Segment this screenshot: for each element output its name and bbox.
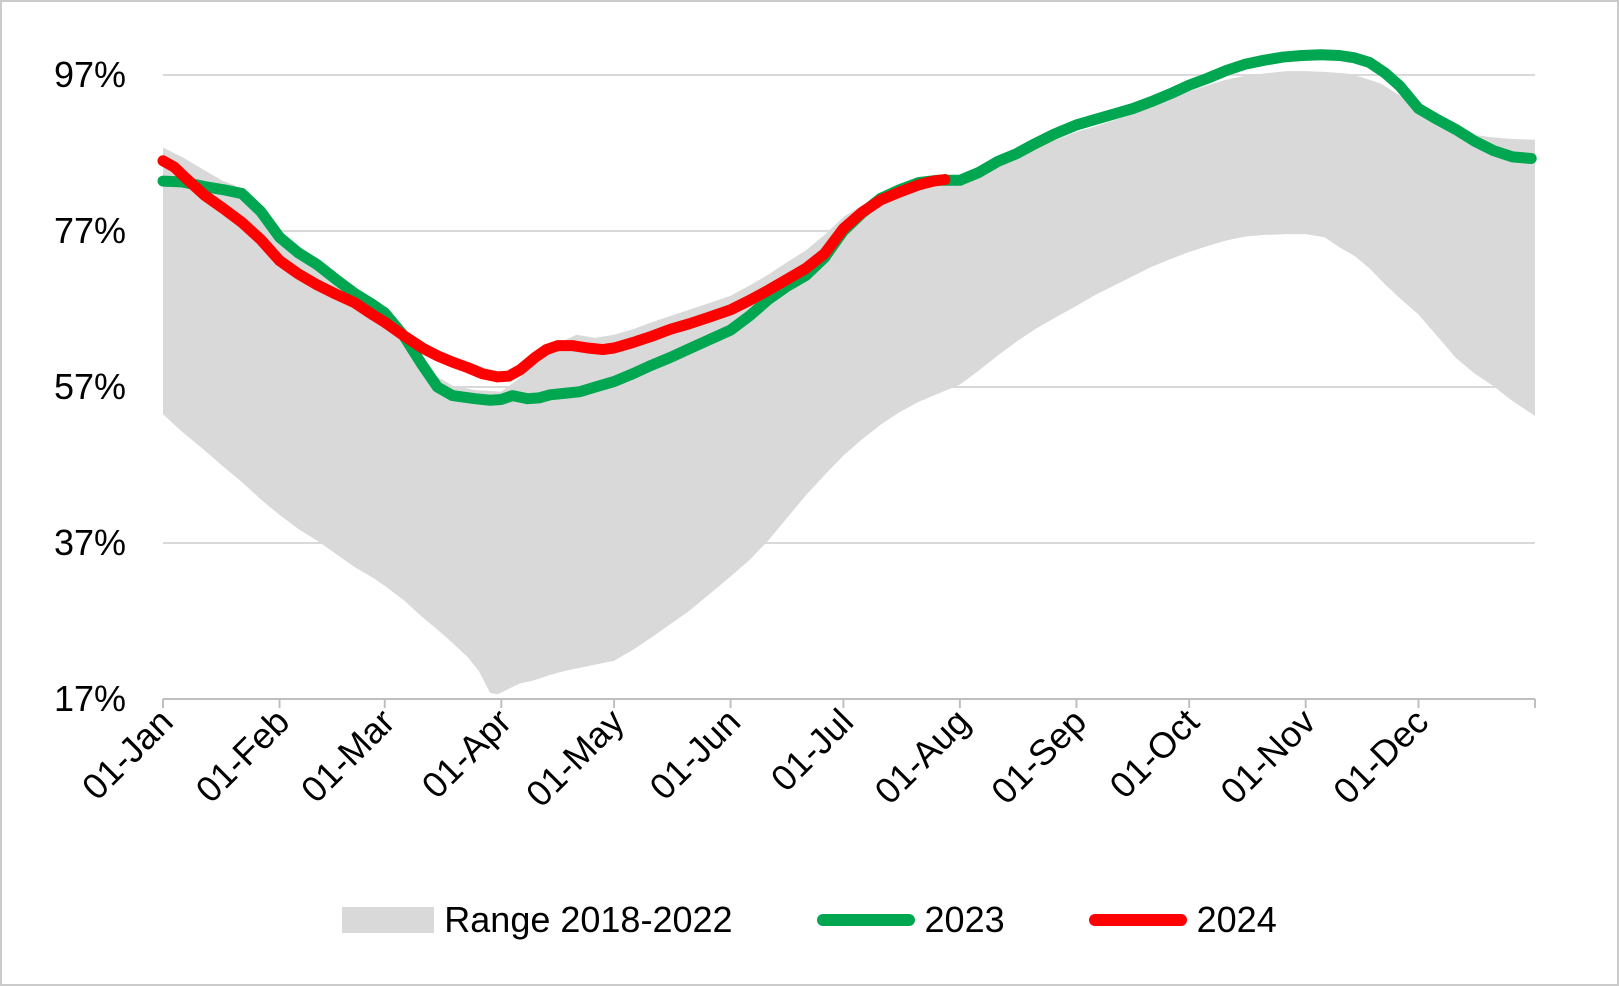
range-band-area bbox=[163, 71, 1535, 695]
x-tick-label: 01-Jul bbox=[763, 701, 861, 799]
x-tick-label: 01-Apr bbox=[414, 701, 519, 806]
x-tick-label: 01-Aug bbox=[866, 701, 977, 812]
legend-range-swatch bbox=[342, 907, 435, 933]
legend-range-label: Range 2018-2022 bbox=[444, 899, 733, 940]
x-tick-label: 01-Mar bbox=[293, 701, 403, 811]
legend-2024-swatch bbox=[1088, 914, 1187, 926]
legend-item-2024: 2024 bbox=[1088, 899, 1277, 941]
x-tick-label: 01-Feb bbox=[188, 701, 298, 811]
x-tick-label: 01-Sep bbox=[983, 701, 1094, 812]
legend-item-2023: 2023 bbox=[816, 899, 1005, 941]
y-tick-label: 17% bbox=[54, 678, 126, 719]
legend: Range 2018-2022 2023 2024 bbox=[2, 895, 1617, 945]
x-tick-label: 01-Nov bbox=[1212, 701, 1323, 812]
y-tick-label: 37% bbox=[54, 522, 126, 563]
x-tick-label: 01-Dec bbox=[1325, 701, 1436, 812]
x-tick-label: 01-Jun bbox=[641, 701, 748, 808]
y-tick-label: 57% bbox=[54, 366, 126, 407]
x-tick-label: 01-Oct bbox=[1101, 701, 1206, 806]
legend-item-range: Range 2018-2022 bbox=[342, 899, 733, 941]
y-tick-label: 77% bbox=[54, 210, 126, 251]
legend-2024-label: 2024 bbox=[1196, 899, 1277, 940]
legend-2023-label: 2023 bbox=[924, 899, 1005, 940]
x-tick-label: 01-May bbox=[518, 701, 632, 815]
legend-2023-swatch bbox=[816, 914, 915, 926]
line-2024 bbox=[157, 155, 951, 383]
y-tick-label: 97% bbox=[54, 54, 126, 95]
